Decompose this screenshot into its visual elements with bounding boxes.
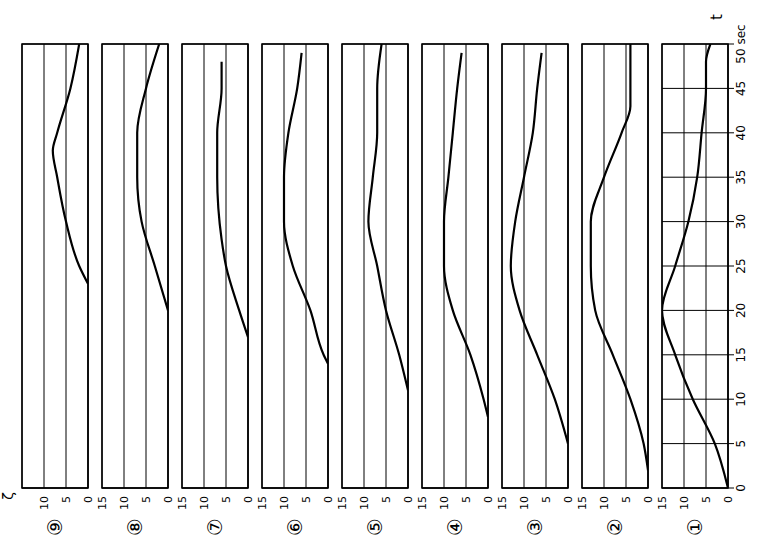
html-text:⑥: ⑥	[283, 518, 307, 536]
html-text:②: ②	[603, 518, 627, 536]
svg-text:5: 5	[300, 496, 313, 503]
svg-text:5: 5	[540, 496, 553, 503]
svg-text:10: 10	[38, 496, 51, 510]
svg-text:0: 0	[482, 496, 495, 503]
svg-text:5: 5	[734, 440, 748, 448]
svg-text:10: 10	[678, 496, 691, 510]
svg-text:10: 10	[438, 496, 451, 510]
svg-text:45: 45	[734, 81, 748, 96]
svg-text:0: 0	[242, 496, 255, 503]
svg-text:20: 20	[734, 303, 748, 318]
svg-text:15: 15	[416, 496, 429, 510]
html-text:①: ①	[683, 518, 707, 536]
svg-text:10: 10	[118, 496, 131, 510]
svg-text:5: 5	[140, 496, 153, 503]
svg-text:10: 10	[278, 496, 291, 510]
svg-text:0: 0	[162, 496, 175, 503]
svg-text:10: 10	[358, 496, 371, 510]
html-text:④: ④	[443, 518, 467, 536]
svg-text:5: 5	[700, 496, 713, 503]
html-text:ζ: ζ	[0, 492, 16, 500]
svg-text:5: 5	[460, 496, 473, 503]
svg-text:5: 5	[60, 496, 73, 503]
svg-text:10: 10	[518, 496, 531, 510]
svg-text:0: 0	[402, 496, 415, 503]
html-text:③: ③	[523, 518, 547, 536]
svg-text:5: 5	[380, 496, 393, 503]
svg-text:0: 0	[322, 496, 335, 503]
html-text:⑧: ⑧	[123, 518, 147, 536]
html-text:t: t	[708, 14, 726, 20]
svg-text:40: 40	[734, 125, 748, 140]
html-text:⑤: ⑤	[363, 518, 387, 536]
svg-text:10: 10	[598, 496, 611, 510]
svg-text:0: 0	[562, 496, 575, 503]
svg-text:0: 0	[82, 496, 95, 503]
svg-text:10: 10	[734, 392, 748, 407]
svg-text:15: 15	[496, 496, 509, 510]
svg-text:5: 5	[620, 496, 633, 503]
svg-text:0: 0	[722, 496, 735, 503]
svg-text:0: 0	[734, 484, 748, 492]
svg-text:0: 0	[642, 496, 655, 503]
svg-text:15: 15	[96, 496, 109, 510]
svg-text:10: 10	[198, 496, 211, 510]
svg-text:5: 5	[220, 496, 233, 503]
html-text:⑦: ⑦	[203, 518, 227, 536]
svg-text:15: 15	[734, 347, 748, 362]
svg-text:15: 15	[256, 496, 269, 510]
svg-text:15: 15	[336, 496, 349, 510]
svg-text:25: 25	[734, 258, 748, 273]
svg-text:15: 15	[176, 496, 189, 510]
html-text:⑨: ⑨	[43, 518, 67, 536]
svg-text:15: 15	[656, 496, 669, 510]
svg-text:30: 30	[734, 214, 748, 229]
svg-text:35: 35	[734, 170, 748, 185]
svg-text:50 sec: 50 sec	[734, 24, 748, 63]
svg-text:15: 15	[576, 496, 589, 510]
